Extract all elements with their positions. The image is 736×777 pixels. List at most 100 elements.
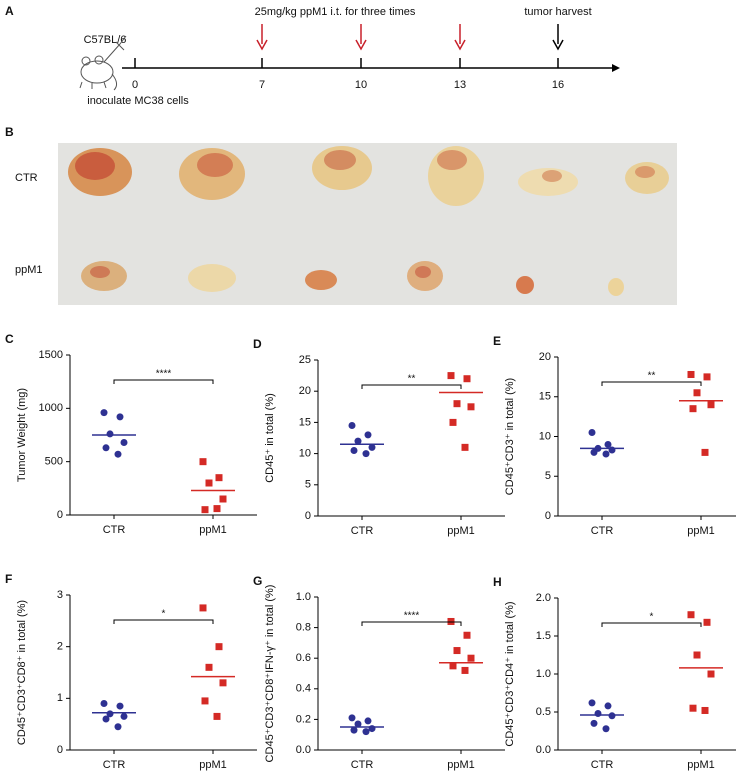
- point: [350, 726, 358, 734]
- y-tick-label: 2: [57, 641, 63, 653]
- y-tick-label: 15: [539, 391, 551, 403]
- arrowhead: [552, 39, 564, 51]
- point: [350, 446, 358, 454]
- point: [602, 450, 610, 458]
- point: [116, 413, 124, 421]
- x-tick-label: CTR: [103, 759, 126, 771]
- y-tick-label: 0: [57, 744, 63, 756]
- y-axis-label: CD45⁺CD3⁺CD8⁺ in total (%): [16, 600, 28, 745]
- point: [199, 458, 207, 466]
- point: [594, 710, 602, 718]
- panel-letter: B: [5, 125, 14, 139]
- significance-bracket: [113, 619, 214, 624]
- point: [463, 375, 471, 383]
- significance-label: **: [408, 374, 416, 385]
- day-label: 0: [132, 79, 138, 91]
- panel-letter: H: [493, 575, 502, 589]
- point: [100, 700, 108, 707]
- x-tick-label: CTR: [591, 525, 614, 537]
- y-tick-label: 0: [57, 509, 63, 521]
- point: [467, 403, 475, 411]
- row-label: ppM1: [15, 264, 43, 276]
- x-tick-label: ppM1: [687, 525, 715, 537]
- point: [114, 450, 122, 458]
- point: [368, 443, 376, 451]
- y-axis-label: CD45⁺ in total (%): [264, 393, 276, 483]
- point: [364, 431, 372, 439]
- significance-bracket: [601, 381, 702, 386]
- point: [368, 725, 376, 733]
- significance-label: *: [162, 609, 166, 620]
- x-tick-label: ppM1: [447, 525, 475, 537]
- point: [100, 409, 108, 417]
- y-axis-label: CD45⁺CD3⁺CD4⁺ in total (%): [504, 601, 516, 746]
- y-tick-label: 1000: [39, 402, 63, 414]
- point: [608, 446, 616, 454]
- y-tick-label: 3: [57, 589, 63, 601]
- panel-letter: D: [253, 337, 262, 351]
- point: [102, 444, 110, 452]
- significance-bracket: [601, 622, 702, 627]
- point: [201, 697, 209, 705]
- point: [602, 725, 610, 733]
- point: [453, 400, 461, 408]
- point: [693, 389, 701, 397]
- x-tick-label: CTR: [591, 759, 614, 771]
- point: [106, 430, 114, 438]
- point: [703, 618, 711, 626]
- point: [201, 506, 209, 514]
- y-tick-label: 0.5: [536, 706, 551, 718]
- point: [449, 418, 457, 426]
- significance-label: *: [650, 612, 654, 623]
- point: [590, 719, 598, 727]
- point: [461, 443, 469, 451]
- point: [102, 715, 110, 723]
- panel-letter: G: [253, 574, 262, 588]
- point: [701, 448, 709, 456]
- y-tick-label: 0: [305, 510, 311, 522]
- y-axis-label: CD45⁺CD3⁺ in total (%): [504, 378, 516, 495]
- point: [213, 712, 221, 720]
- y-tick-label: 0.8: [296, 622, 311, 634]
- panel-letter: A: [5, 4, 14, 18]
- point: [120, 712, 128, 720]
- y-tick-label: 10: [299, 448, 311, 460]
- point: [608, 712, 616, 720]
- y-tick-label: 0.0: [296, 744, 311, 756]
- point: [588, 429, 596, 437]
- y-axis-label: Tumor Weight (mg): [16, 388, 28, 482]
- y-tick-label: 20: [299, 385, 311, 397]
- tumors: [68, 146, 669, 296]
- point: [467, 654, 475, 662]
- point: [687, 611, 695, 619]
- point: [205, 479, 213, 487]
- mouse-label: C57BL/6: [84, 34, 127, 46]
- point: [354, 437, 362, 445]
- y-tick-label: 1.0: [296, 591, 311, 603]
- point: [689, 405, 697, 413]
- x-tick-label: CTR: [103, 524, 126, 536]
- day-label: 13: [454, 79, 466, 91]
- y-tick-label: 500: [45, 456, 63, 468]
- x-tick-label: ppM1: [199, 759, 227, 771]
- point: [215, 643, 223, 651]
- significance-bracket: [361, 621, 462, 626]
- point: [447, 372, 455, 380]
- significance-label: **: [648, 371, 656, 382]
- y-tick-label: 2.0: [536, 592, 551, 604]
- point: [205, 663, 213, 671]
- point: [463, 631, 471, 639]
- y-tick-label: 1.5: [536, 630, 551, 642]
- point: [348, 714, 356, 722]
- arrowhead: [256, 39, 268, 51]
- point: [354, 720, 362, 728]
- point: [219, 679, 227, 687]
- panel-letter: F: [5, 572, 12, 586]
- y-tick-label: 25: [299, 354, 311, 366]
- x-tick-label: ppM1: [687, 759, 715, 771]
- x-tick-label: ppM1: [199, 524, 227, 536]
- day-label: 16: [552, 79, 564, 91]
- y-tick-label: 0.4: [296, 683, 311, 695]
- point: [362, 450, 370, 458]
